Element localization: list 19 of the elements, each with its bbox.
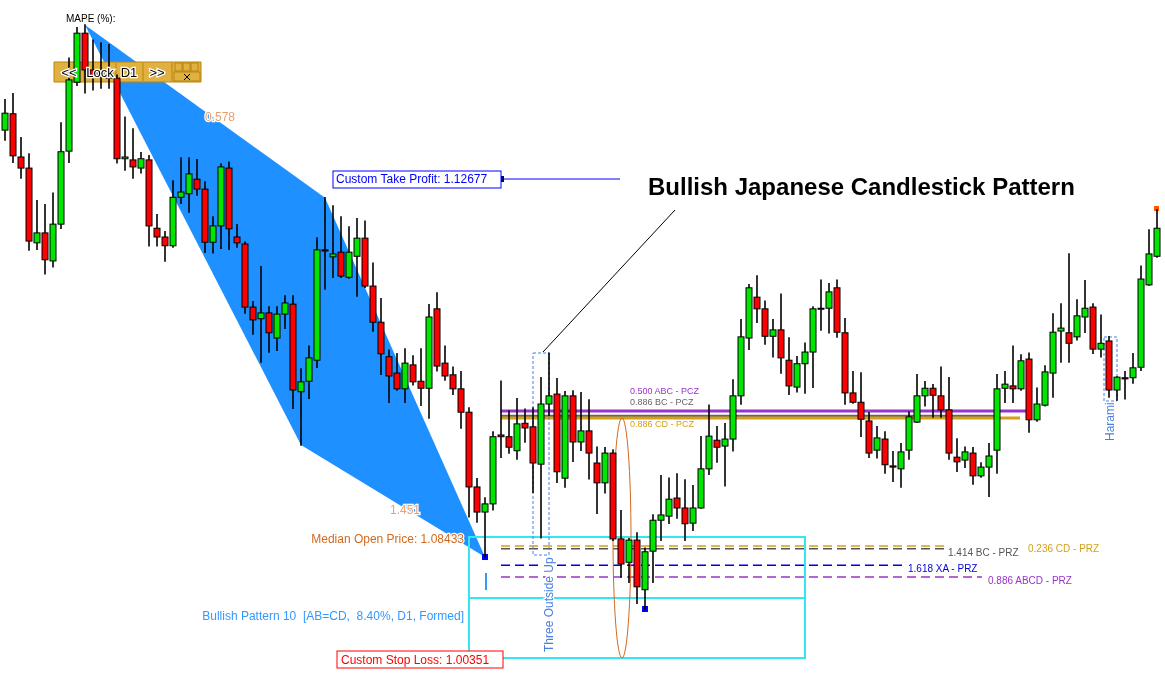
annotation: D1 xyxy=(120,65,138,80)
ref-line-label: 0.236 CD - PRZ xyxy=(1028,542,1100,554)
candlestick xyxy=(233,223,241,248)
annotation: Custom Take Profit: 1.12677 xyxy=(336,172,488,186)
annotation: >> xyxy=(149,65,165,80)
ref-line-label: 1.414 BC - PRZ xyxy=(948,547,1019,559)
annotation: Bullish Pattern 10 [AB=CD, 8.40%, D1, Formed] xyxy=(202,609,464,623)
annotation: Harami xyxy=(1103,402,1117,441)
text: MAPE (%): xyxy=(66,13,116,24)
annotation: Lock xyxy=(86,65,115,80)
text: Custom Stop Loss: 1.00351 xyxy=(341,653,490,667)
ref-line-label: 0.886 CD - PCZ xyxy=(630,419,695,430)
annotation: Three Outside Up xyxy=(542,556,556,652)
text: Bullish Japanese Candlestick Pattern xyxy=(648,173,1075,200)
ref-line-label: 0.500 ABC - PCZ xyxy=(630,386,700,397)
ref-line-label: 0.886 BC - PCZ xyxy=(630,396,695,407)
ref-line-label: 1.618 XA - PRZ xyxy=(908,562,978,574)
ref-line-label: 0.886 ABCD - PRZ xyxy=(988,574,1072,586)
candlestick xyxy=(1057,303,1065,363)
